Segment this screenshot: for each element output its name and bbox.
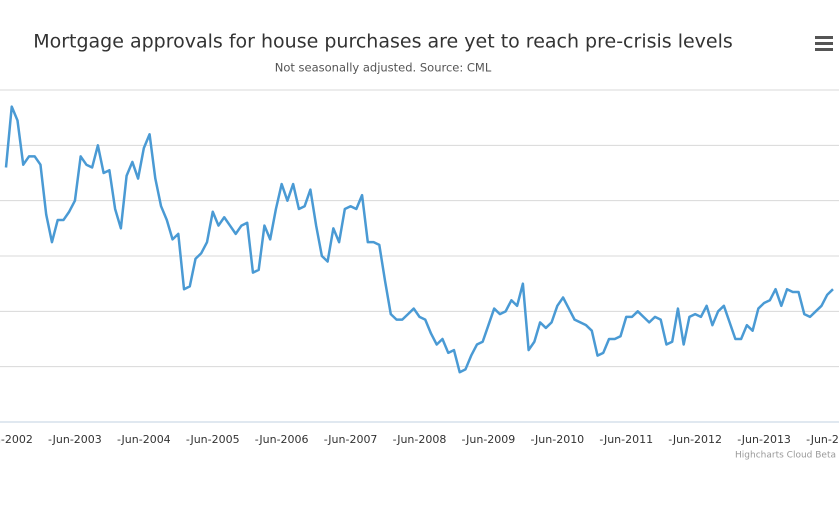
x-tick-label: -Jun-2011 bbox=[599, 433, 653, 446]
x-tick-label: -Jun-2004 bbox=[117, 433, 171, 446]
credits[interactable]: Highcharts Cloud Beta bbox=[735, 451, 836, 461]
menu-bar bbox=[815, 36, 833, 39]
menu-button[interactable] bbox=[815, 36, 833, 51]
x-tick-label: -Jun-2014 bbox=[806, 433, 839, 446]
data-line bbox=[4, 105, 834, 374]
x-tick-label: -Jun-2005 bbox=[186, 433, 240, 446]
chart-title: Mortgage approvals for house purchases a… bbox=[33, 31, 733, 53]
x-tick-label: -Jun-2007 bbox=[324, 433, 378, 446]
x-tick-label: -Jun-2013 bbox=[737, 433, 791, 446]
x-tick-label: -Jun-2003 bbox=[48, 433, 102, 446]
x-tick-label: -Jun-2008 bbox=[393, 433, 447, 446]
x-tick-label: -Jun-2002 bbox=[0, 433, 33, 446]
x-tick-label: -Jun-2009 bbox=[462, 433, 516, 446]
menu-bar bbox=[815, 48, 833, 51]
chart-subtitle: Not seasonally adjusted. Source: CML bbox=[275, 61, 492, 75]
menu-bar bbox=[815, 42, 833, 45]
x-tick-label: -Jun-2010 bbox=[530, 433, 584, 446]
x-tick-label: -Jun-2012 bbox=[668, 433, 722, 446]
x-tick-label: -Jun-2006 bbox=[255, 433, 309, 446]
